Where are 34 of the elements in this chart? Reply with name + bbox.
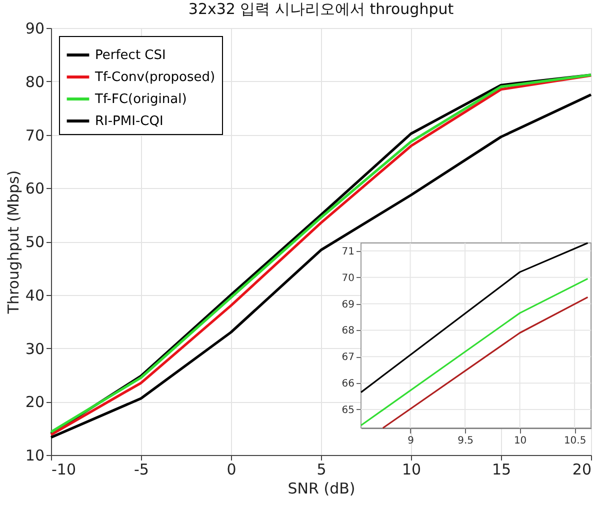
y-tick-label: 68 bbox=[342, 326, 354, 337]
legend-label: RI-PMI-CQI bbox=[95, 114, 164, 129]
y-axis-title: Throughput (Mbps) bbox=[4, 170, 22, 315]
y-tick-label: 67 bbox=[342, 352, 354, 364]
chart-title: 32x32 입력 시나리오에서 throughput bbox=[188, 0, 454, 18]
y-tick-label: 60 bbox=[25, 180, 44, 198]
x-tick-label: 15 bbox=[492, 460, 512, 478]
y-tick-label: 80 bbox=[25, 72, 44, 91]
y-tick-label: 90 bbox=[25, 20, 44, 38]
y-tick-label: 66 bbox=[342, 378, 354, 390]
legend-label: Tf-Conv(proposed) bbox=[94, 70, 216, 85]
y-tick-label: 40 bbox=[25, 286, 44, 304]
y-tick-label: 70 bbox=[342, 272, 354, 284]
y-tick-label: 10 bbox=[25, 446, 44, 464]
x-tick-label: 9.5 bbox=[458, 436, 474, 446]
x-tick-label: 9 bbox=[408, 436, 414, 446]
x-tick-label: 10 bbox=[402, 460, 422, 478]
y-tick-label: 71 bbox=[342, 246, 354, 258]
x-tick-label: 0 bbox=[226, 460, 236, 478]
x-tick-label: 10.5 bbox=[564, 436, 586, 446]
x-axis-title: SNR (dB) bbox=[288, 480, 356, 498]
x-tick-label: -5 bbox=[134, 460, 149, 478]
y-tick-label: 20 bbox=[25, 393, 44, 412]
legend-label: Perfect CSI bbox=[95, 48, 166, 63]
x-tick-label: 10 bbox=[514, 436, 527, 446]
x-tick-label: -10 bbox=[52, 460, 76, 478]
y-tick-label: 50 bbox=[25, 233, 44, 251]
y-tick-label: 70 bbox=[25, 126, 44, 144]
x-tick-label: 20 bbox=[572, 460, 592, 478]
y-tick-label: 30 bbox=[25, 340, 44, 358]
y-tick-label: 69 bbox=[342, 299, 354, 310]
y-tick-label: 65 bbox=[342, 405, 354, 416]
x-tick-label: 5 bbox=[316, 460, 326, 478]
legend-label: Tf-FC(original) bbox=[94, 92, 187, 107]
